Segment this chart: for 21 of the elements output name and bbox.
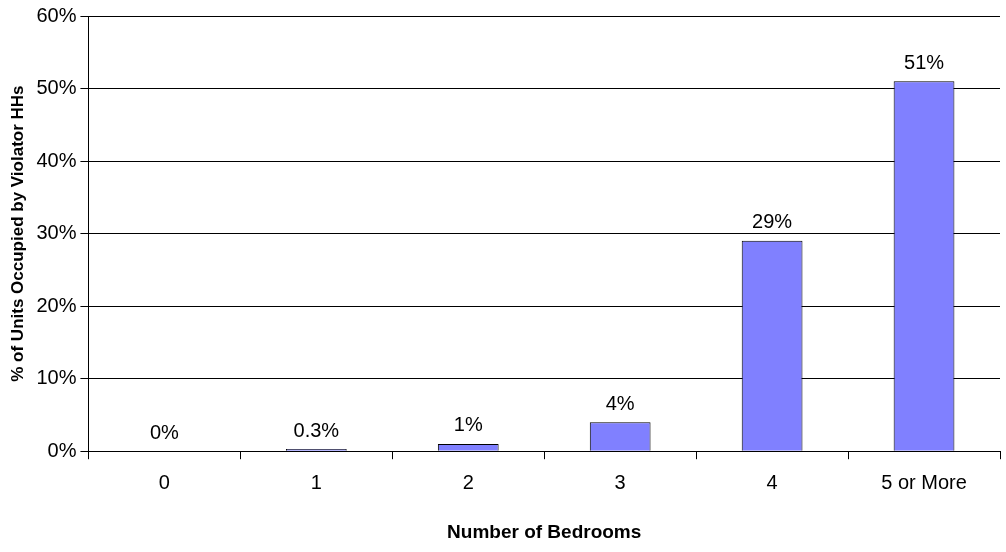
y-tick-label: 10% xyxy=(36,366,77,389)
data-label: 4% xyxy=(605,391,635,414)
x-tick-label: 1 xyxy=(310,470,322,493)
y-tick-label: 20% xyxy=(36,293,77,316)
x-tick-label: 2 xyxy=(462,470,474,493)
x-tick-label: 3 xyxy=(614,470,626,493)
y-tick-label: 30% xyxy=(36,221,77,244)
data-label: 51% xyxy=(904,50,945,73)
y-axis-title: % of Units Occupied by Violator HHs xyxy=(7,85,27,382)
data-label: 0.3% xyxy=(293,418,340,441)
y-tick-label: 60% xyxy=(36,3,77,26)
data-label: 1% xyxy=(453,413,483,436)
data-label: 29% xyxy=(752,210,793,233)
x-axis-title: Number of Bedrooms xyxy=(447,520,642,542)
x-tick-label: 0 xyxy=(158,470,170,493)
x-tick-label: 4 xyxy=(766,470,778,493)
x-tick-label: 5 or More xyxy=(881,470,967,493)
y-tick-label: 0% xyxy=(47,438,77,461)
data-label: 0% xyxy=(149,420,180,443)
y-tick-label: 40% xyxy=(36,148,77,171)
y-tick-label: 50% xyxy=(36,76,77,99)
